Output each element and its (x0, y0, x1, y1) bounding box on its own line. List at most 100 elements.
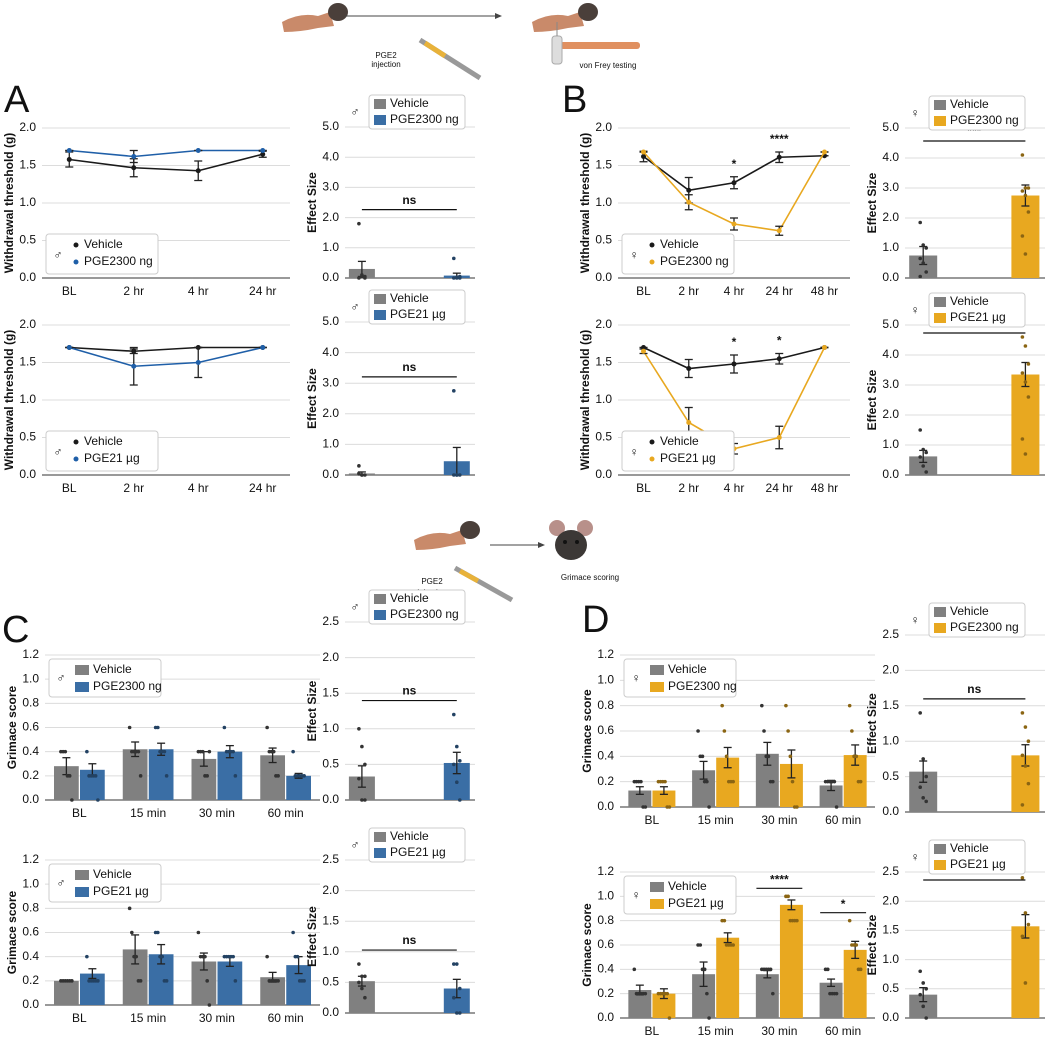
bar (819, 982, 843, 1018)
data-point (731, 779, 735, 784)
panel-letter: B (562, 79, 587, 121)
y-tick-label: 1.5 (595, 158, 612, 172)
legend-label: Vehicle (668, 879, 707, 893)
y-tick-label: 1.0 (322, 944, 339, 958)
data-point (1020, 803, 1025, 807)
point (821, 345, 827, 350)
y-tick-label: 3.0 (322, 180, 339, 194)
x-tick-label: 15 min (698, 1024, 734, 1037)
legend-label: Vehicle (660, 237, 699, 251)
data-point (665, 991, 670, 996)
data-point (795, 805, 799, 809)
data-point (205, 774, 209, 778)
data-point (363, 995, 367, 1000)
legend-marker (73, 259, 79, 265)
arrowhead (495, 13, 502, 19)
y-tick-label: 1.0 (19, 195, 36, 209)
data-point (771, 779, 775, 784)
y-tick-label: 2.0 (882, 407, 899, 421)
data-point (825, 967, 830, 972)
y-tick-label: 4.0 (882, 150, 899, 164)
x-tick-label: 4 hr (188, 284, 209, 298)
y-tick-label: 0.5 (882, 769, 899, 783)
data-point (1020, 153, 1025, 157)
x-tick-label: 30 min (761, 813, 797, 827)
x-tick-label: 24 hr (249, 481, 276, 495)
data-point (834, 991, 839, 996)
y-tick-label: 0.2 (597, 774, 614, 788)
data-point (1023, 344, 1028, 348)
data-point (1026, 395, 1031, 399)
point (731, 180, 737, 186)
data-point (452, 995, 456, 1000)
legend-label: PGE21 µg (93, 884, 149, 898)
chart: 0.0 1.0 2.0 3.0 4.0 5.0 Effect Size ns ♂ Vehicle P… (305, 94, 475, 284)
legend-swatch (374, 99, 386, 109)
y-tick-label: 0.0 (19, 467, 36, 481)
legend-swatch (374, 832, 386, 842)
legend-sex: ♂ (57, 671, 66, 685)
data-point (1026, 186, 1031, 190)
data-point (1023, 911, 1028, 915)
legend-swatch (374, 594, 386, 604)
y-tick-label: 1.0 (322, 240, 339, 254)
data-point (1026, 362, 1031, 366)
significance-label: * (841, 897, 846, 911)
data-point (357, 464, 361, 468)
mouse-face (555, 530, 587, 560)
point (195, 148, 201, 153)
y-tick-label: 1.0 (597, 673, 614, 687)
x-tick-label: 4 hr (188, 481, 209, 495)
y-tick-label: 0.8 (597, 698, 614, 712)
significance-label: ns (402, 684, 416, 698)
legend-label: PGE21 µg (950, 310, 1006, 324)
data-point (160, 954, 165, 959)
x-tick-label: BL (636, 481, 651, 495)
legend-label: PGE2300 ng (93, 679, 162, 693)
chart: 0.0 0.2 0.4 0.6 0.8 1.0 1.2 Grimace score BL 15 m… (5, 647, 320, 820)
y-tick-label: 2.5 (322, 614, 339, 628)
data-point (786, 729, 790, 733)
y-tick-label: 2.5 (882, 864, 899, 878)
y-tick-label: 1.0 (882, 240, 899, 254)
point (131, 165, 137, 171)
legend-sex: ♀ (630, 248, 639, 262)
legend-label: Vehicle (390, 96, 429, 110)
y-tick-label: 1.2 (597, 647, 614, 661)
legend-label: PGE2300 ng (390, 607, 459, 621)
data-point (63, 749, 68, 754)
data-point (707, 805, 711, 809)
data-point (455, 1011, 459, 1015)
data-point (760, 703, 764, 708)
data-point (854, 943, 859, 947)
data-point (1020, 711, 1025, 715)
data-point (357, 980, 361, 985)
y-tick-label: 3.0 (882, 180, 899, 194)
line (69, 153, 263, 172)
data-point (1020, 234, 1025, 238)
x-tick-label: 2 hr (678, 284, 699, 298)
data-point (918, 455, 922, 459)
y-axis-label: Effect Size (305, 906, 319, 967)
bar (1011, 195, 1040, 278)
legend-label: Vehicle (660, 434, 699, 448)
y-tick-label: 0.2 (22, 973, 39, 987)
legend-label: Vehicle (84, 237, 123, 251)
legend-sex: ♀ (911, 850, 920, 864)
y-axis-label: Effect Size (305, 368, 319, 429)
mouse-ear (549, 520, 565, 536)
legend-swatch (374, 115, 386, 125)
legend-label: Vehicle (93, 662, 132, 676)
y-tick-label: 0.0 (22, 997, 39, 1011)
chart: 0.0 0.5 1.0 1.5 2.0 2.5 Effect Size ns ♂ Vehicle P… (305, 589, 475, 806)
data-point (452, 712, 456, 717)
y-tick-label: 2.0 (322, 210, 339, 224)
data-point (921, 447, 925, 452)
data-point (1023, 186, 1028, 190)
von-frey-holder (551, 35, 563, 65)
data-point (164, 979, 169, 983)
chart: 0.0 0.2 0.4 0.6 0.8 1.0 1.2 Grimace score BL 15 m… (5, 852, 320, 1025)
legend-box (368, 827, 466, 863)
